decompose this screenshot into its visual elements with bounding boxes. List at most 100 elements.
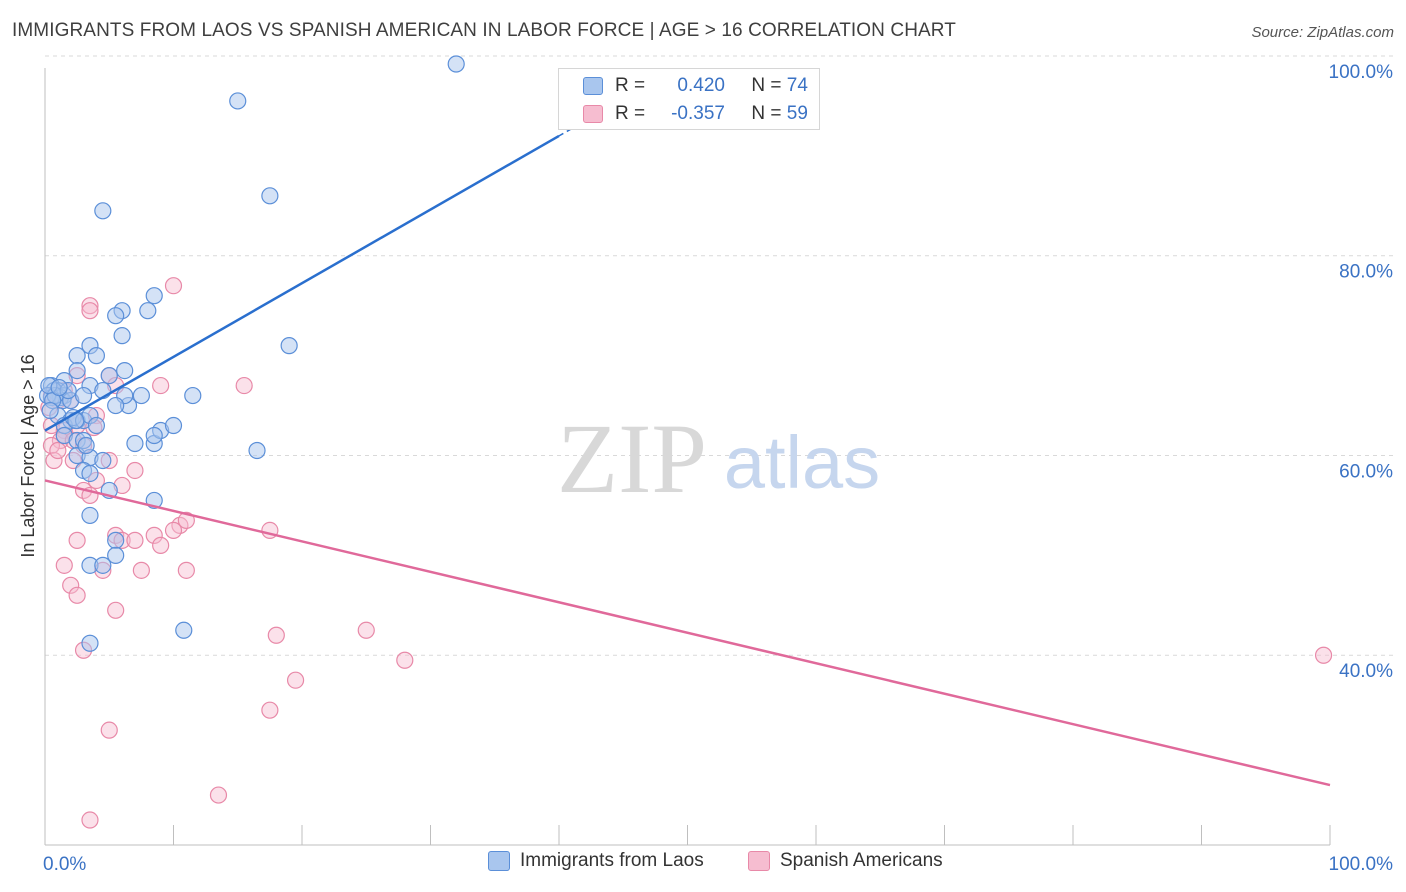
data-point-laos (50, 378, 68, 397)
gridlines (45, 55, 1393, 656)
data-point-laos (74, 386, 93, 405)
data-point-spanish (235, 376, 253, 395)
data-point-spanish (152, 376, 170, 395)
data-point-spanish (145, 526, 163, 544)
series-immigrants-from-laos (38, 55, 465, 652)
data-point-laos (87, 347, 106, 365)
trend-line-spanish (44, 479, 1331, 787)
data-point-spanish (177, 511, 195, 530)
data-point-spanish (62, 576, 80, 594)
data-point-laos (81, 634, 99, 652)
data-point-laos (68, 347, 86, 365)
data-point-spanish (81, 297, 99, 315)
x-tick-label-min: 0.0% (43, 854, 86, 875)
data-point-laos (132, 386, 150, 405)
legend-label: Immigrants from Laos (520, 850, 704, 871)
swatch-pink (583, 105, 603, 123)
n-value: 74 (786, 75, 808, 96)
data-point-spanish (396, 651, 414, 669)
stats-legend: R = 0.420 N = 74 R = -0.357 N = 59 (558, 68, 820, 130)
data-point-spanish (107, 601, 125, 619)
stats-row-spanish: R = -0.357 N = 59 (583, 101, 808, 127)
data-point-laos (77, 436, 95, 455)
data-point-spanish (286, 671, 305, 689)
n-value: 59 (786, 103, 808, 124)
trend-line-laos (44, 134, 560, 432)
data-point-laos (107, 396, 125, 415)
y-axis-label: In Labor Force | Age > 16 (18, 354, 38, 557)
watermark-atlas: atlas (724, 421, 880, 504)
series-spanish-americans (40, 277, 1333, 829)
data-point-spanish (209, 786, 228, 804)
r-label: R = (615, 75, 646, 96)
data-point-spanish (357, 621, 375, 639)
legend-swatch-blue (488, 851, 510, 871)
data-point-laos (81, 464, 99, 483)
data-point-laos (107, 531, 125, 549)
data-point-laos (126, 434, 144, 453)
y-tick-label: 60.0% (1339, 461, 1393, 482)
data-point-laos (68, 362, 86, 380)
watermark: ZIP atlas (557, 403, 880, 514)
data-point-spanish (68, 531, 86, 549)
legend-swatch-pink (748, 851, 770, 871)
data-point-laos (107, 307, 125, 325)
data-point-spanish (132, 561, 150, 579)
legend-item-spanish: Spanish Americans (748, 850, 943, 872)
r-value: -0.357 (671, 103, 725, 124)
data-point-laos (184, 386, 202, 405)
swatch-blue (583, 77, 603, 95)
data-point-spanish (267, 626, 285, 644)
data-point-spanish (68, 586, 86, 604)
data-point-laos (94, 202, 112, 220)
data-point-spanish (81, 811, 99, 829)
data-point-spanish (81, 302, 99, 320)
x-tick-label-max: 100.0% (1329, 854, 1394, 875)
data-point-spanish (177, 561, 195, 579)
data-point-spanish (261, 701, 279, 719)
data-point-laos (100, 366, 118, 385)
data-point-laos (107, 546, 125, 564)
data-point-laos (94, 556, 112, 574)
data-point-laos (139, 302, 157, 320)
data-point-spanish (45, 451, 63, 470)
y-tick-label: 100.0% (1329, 62, 1394, 83)
legend-label: Spanish Americans (780, 850, 943, 871)
data-point-laos (261, 187, 279, 205)
data-point-spanish (1314, 646, 1333, 664)
n-label: N = (751, 75, 782, 96)
r-value: 0.420 (677, 75, 725, 96)
r-label: R = (615, 103, 646, 124)
data-point-laos (280, 337, 298, 355)
data-point-laos (447, 55, 465, 73)
data-point-spanish (55, 556, 73, 574)
data-point-laos (116, 362, 134, 380)
data-point-spanish (126, 461, 144, 480)
data-point-spanish (152, 536, 170, 554)
y-tick-labels: 40.0% 60.0% 80.0% 100.0% (1329, 62, 1394, 682)
watermark-zip: ZIP (557, 403, 707, 514)
legend-item-laos: Immigrants from Laos (488, 850, 704, 872)
source-note: Source: ZipAtlas.com (1251, 24, 1394, 41)
data-point-spanish (164, 521, 183, 539)
data-point-laos (41, 401, 59, 420)
y-tick-label: 80.0% (1339, 262, 1393, 283)
y-tick-label: 40.0% (1339, 661, 1393, 682)
data-point-laos (145, 287, 163, 305)
data-point-spanish (126, 531, 144, 549)
data-point-spanish (49, 441, 67, 460)
data-point-laos (113, 327, 131, 345)
data-point-laos (248, 441, 266, 460)
data-point-laos (94, 451, 112, 470)
data-point-laos (164, 416, 183, 435)
data-point-laos (175, 621, 193, 639)
data-point-laos (87, 416, 106, 435)
data-point-spanish (164, 277, 183, 295)
data-point-laos (229, 92, 247, 110)
n-label: N = (751, 103, 782, 124)
data-point-laos (145, 426, 163, 445)
data-point-spanish (100, 721, 118, 739)
data-point-laos (81, 506, 99, 525)
chart-title: IMMIGRANTS FROM LAOS VS SPANISH AMERICAN… (12, 20, 956, 41)
